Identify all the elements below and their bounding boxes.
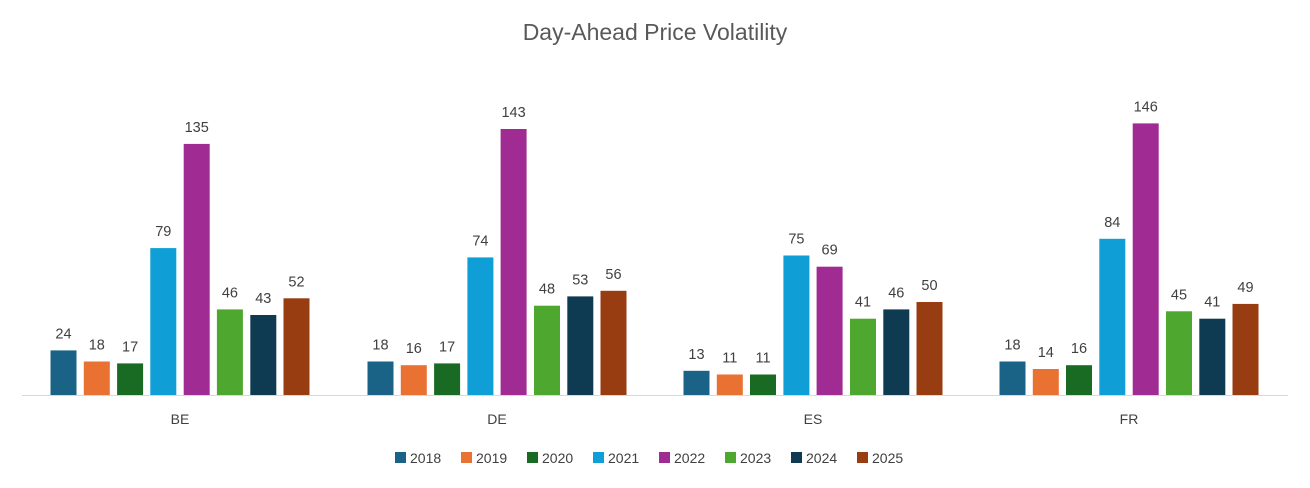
category-label-fr: FR (1120, 411, 1139, 427)
data-label-be-2018: 24 (55, 326, 71, 342)
data-label-es-2021: 75 (788, 232, 804, 248)
data-label-de-2024: 53 (572, 272, 588, 288)
bar-be-2021 (150, 248, 177, 395)
bar-es-2022 (816, 266, 843, 395)
data-label-es-2023: 41 (855, 295, 871, 311)
legend-swatch-2020 (527, 452, 538, 463)
bar-de-2023 (534, 305, 560, 395)
bar-be-2020 (117, 363, 144, 395)
data-label-fr-2018: 18 (1004, 338, 1020, 354)
bar-fr-2022 (1132, 123, 1159, 396)
bar-fr-2021 (1099, 238, 1126, 395)
bar-de-2022 (500, 129, 527, 395)
legend-swatch-2024 (791, 452, 802, 463)
bar-be-2018 (50, 350, 77, 395)
bar-fr-2023 (1166, 311, 1192, 395)
bar-es-2021 (783, 255, 810, 395)
bar-es-2018 (683, 370, 710, 395)
legend-swatch-2019 (461, 452, 472, 463)
bar-fr-2020 (1066, 365, 1092, 395)
bar-es-2025 (916, 302, 943, 395)
bar-be-2025 (283, 298, 310, 395)
data-label-de-2019: 16 (406, 341, 422, 357)
bar-de-2020 (434, 363, 461, 395)
bar-fr-2018 (999, 361, 1026, 395)
bar-de-2021 (467, 257, 494, 395)
data-label-fr-2025: 49 (1237, 280, 1253, 296)
bar-de-2025 (600, 290, 627, 395)
bar-es-2020 (750, 374, 776, 395)
data-label-be-2021: 79 (155, 224, 171, 240)
legend-label-2021: 2021 (608, 450, 639, 466)
x-axis-categories: BE DE ES FR (171, 411, 1139, 427)
data-label-de-2020: 17 (439, 339, 455, 355)
data-label-es-2020: 11 (755, 351, 770, 367)
legend-label-2022: 2022 (674, 450, 705, 466)
data-label-fr-2021: 84 (1104, 215, 1120, 231)
legend-swatch-2018 (395, 452, 406, 463)
data-labels-group: 24 18 17 79 135 46 43 52 18 16 17 74 143 48 53 56 13 11 11… (55, 99, 1253, 366)
bar-fr-2024 (1199, 318, 1226, 395)
bar-es-2024 (883, 309, 910, 395)
legend-swatch-2025 (857, 452, 868, 463)
legend-label-2023: 2023 (740, 450, 771, 466)
data-label-be-2023: 46 (222, 285, 238, 301)
data-label-fr-2020: 16 (1071, 341, 1087, 357)
data-label-be-2024: 43 (255, 291, 271, 307)
bar-de-2024 (567, 296, 594, 395)
bar-es-2023 (850, 318, 876, 395)
data-label-es-2018: 13 (688, 347, 704, 363)
data-label-fr-2023: 45 (1171, 287, 1187, 303)
data-label-fr-2024: 41 (1204, 295, 1220, 311)
bars-group (50, 123, 1259, 396)
legend-swatch-2022 (659, 452, 670, 463)
data-label-de-2021: 74 (472, 233, 488, 249)
bar-de-2018 (367, 361, 394, 395)
bar-es-2019 (716, 374, 743, 395)
bar-be-2023 (216, 309, 243, 395)
category-label-es: ES (804, 411, 823, 427)
bar-fr-2019 (1032, 369, 1059, 395)
bar-fr-2025 (1232, 303, 1259, 395)
bar-de-2019 (400, 365, 427, 395)
category-label-de: DE (487, 411, 506, 427)
data-label-be-2022: 135 (185, 120, 209, 136)
data-label-be-2020: 17 (122, 339, 138, 355)
data-label-fr-2019: 14 (1038, 345, 1054, 361)
data-label-de-2022: 143 (501, 105, 525, 121)
data-label-es-2019: 11 (722, 351, 737, 367)
legend: 2018 2019 2020 2021 2022 2023 2024 2025 (395, 450, 903, 466)
data-label-fr-2022: 146 (1134, 99, 1158, 115)
bar-be-2022 (183, 143, 210, 395)
legend-label-2025: 2025 (872, 450, 903, 466)
data-label-es-2024: 46 (888, 285, 904, 301)
data-label-be-2025: 52 (288, 274, 304, 290)
data-label-de-2018: 18 (372, 338, 388, 354)
category-label-be: BE (171, 411, 190, 427)
legend-label-2018: 2018 (410, 450, 441, 466)
data-label-de-2023: 48 (539, 282, 555, 298)
data-label-es-2022: 69 (822, 243, 838, 259)
bar-be-2024 (250, 315, 277, 395)
legend-label-2020: 2020 (542, 450, 573, 466)
data-label-be-2019: 18 (89, 338, 105, 354)
bar-be-2019 (83, 361, 110, 395)
legend-swatch-2021 (593, 452, 604, 463)
legend-label-2019: 2019 (476, 450, 507, 466)
data-label-es-2025: 50 (921, 278, 937, 294)
chart-title: Day-Ahead Price Volatility (523, 19, 788, 45)
data-label-de-2025: 56 (605, 267, 621, 283)
legend-swatch-2023 (725, 452, 736, 463)
legend-label-2024: 2024 (806, 450, 837, 466)
